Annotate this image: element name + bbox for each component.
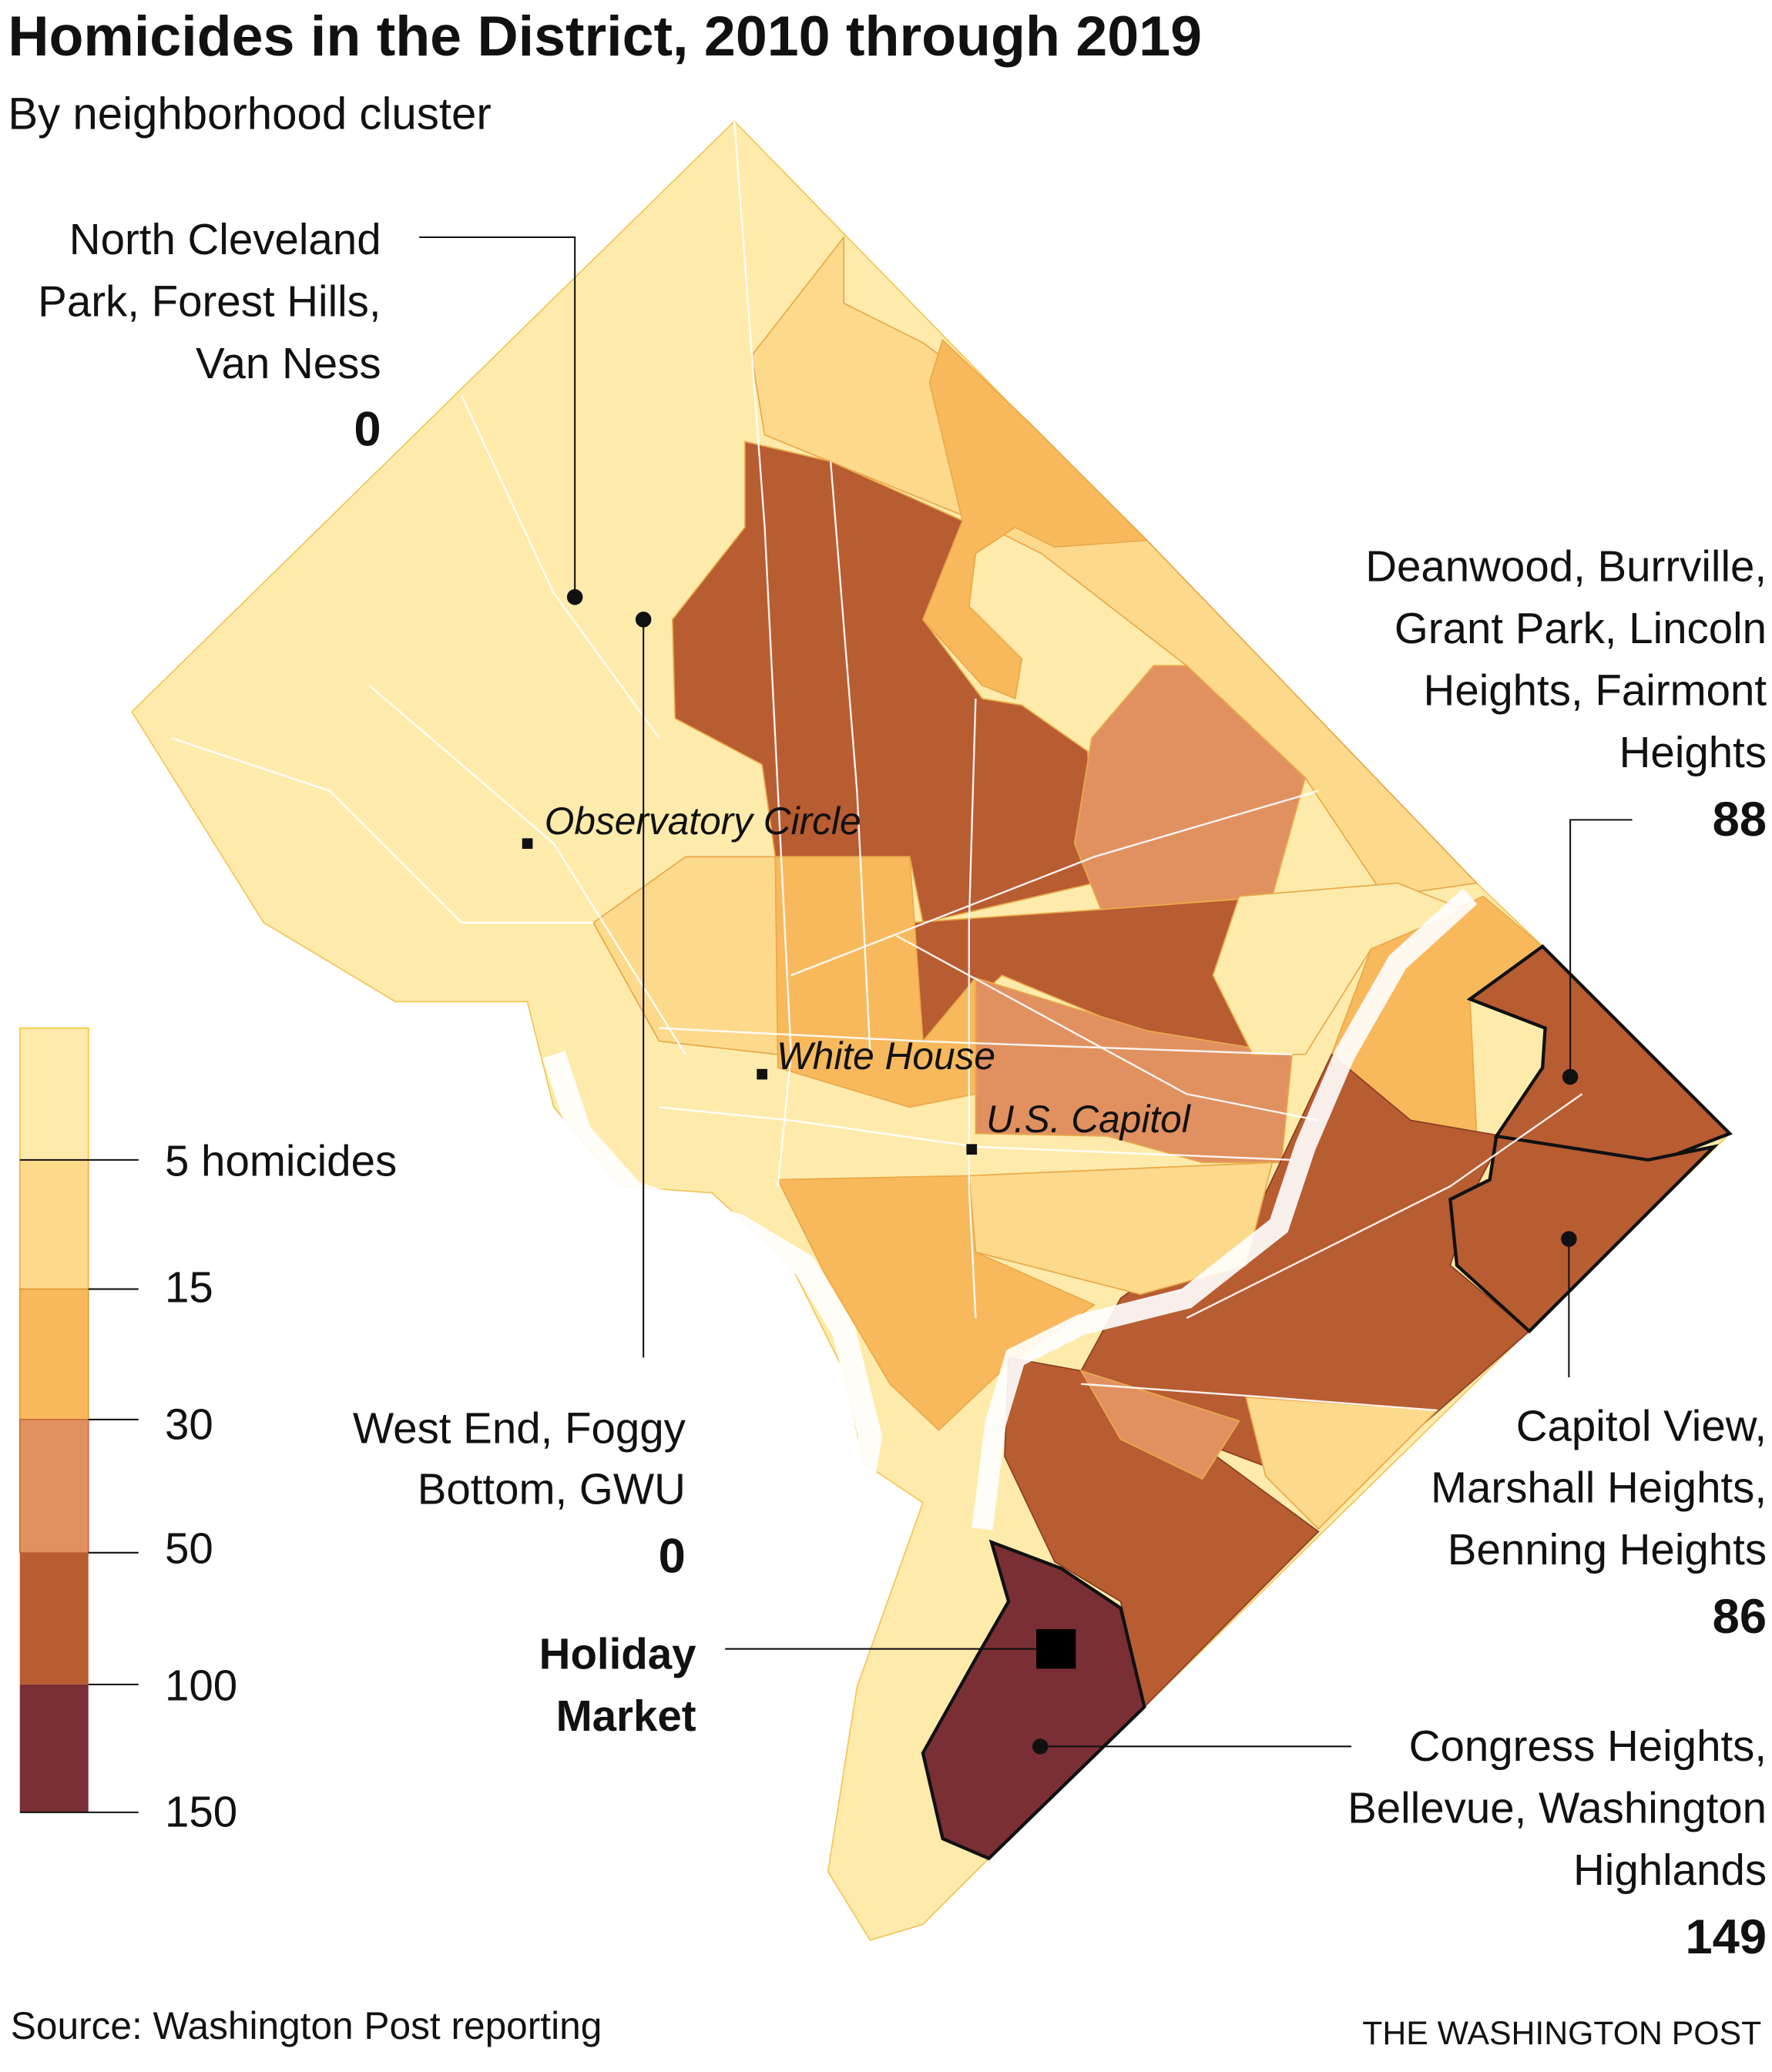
callout-line: Market xyxy=(556,1691,696,1740)
landmark-marker-icon xyxy=(757,1068,767,1080)
landmark-observatory-circle: Observatory Circle xyxy=(545,800,861,843)
callout-line: Capitol View, xyxy=(1516,1401,1767,1450)
publisher-credit: THE WASHINGTON POST xyxy=(1362,2015,1761,2052)
callout-value: 0 xyxy=(659,1529,686,1583)
callout-north-cleveland: North Cleveland Park, Forest Hills, Van … xyxy=(38,215,381,456)
potomac-river xyxy=(542,1051,883,1479)
callout-leader xyxy=(419,236,576,598)
callout-line: Bottom, GWU xyxy=(418,1464,686,1513)
legend-label: 30 xyxy=(165,1400,213,1449)
callouts: North Cleveland Park, Forest Hills, Van … xyxy=(38,215,1767,1964)
legend-swatch-30-50 xyxy=(18,1419,89,1554)
callout-capitol-view: Capitol View, Marshall Heights, Benning … xyxy=(1431,1401,1767,1644)
legend: 5 homicides 15 30 50 100 150 xyxy=(18,1027,397,1836)
landmark-marker-icon xyxy=(966,1144,978,1155)
callout-line: Marshall Heights, xyxy=(1431,1463,1767,1512)
legend-swatch-15-30 xyxy=(18,1288,89,1420)
callout-line: Grant Park, Lincoln xyxy=(1394,604,1767,652)
landmark-white-house: White House xyxy=(777,1034,995,1078)
region-capitol-view xyxy=(1448,1134,1720,1334)
callout-west-end: West End, Foggy Bottom, GWU 0 xyxy=(353,1404,686,1584)
road xyxy=(368,684,686,1055)
anacostia-river xyxy=(972,888,1478,1531)
callout-line: Van Ness xyxy=(196,339,381,387)
page-title: Homicides in the District, 2010 through … xyxy=(8,4,1202,68)
callout-value: 88 xyxy=(1713,793,1767,847)
callout-line: Congress Heights, xyxy=(1409,1722,1767,1770)
callout-holiday-market: Holiday Market xyxy=(539,1629,697,1739)
road xyxy=(460,394,660,739)
region-central-orange xyxy=(774,856,977,1108)
region-congress-heights xyxy=(921,1539,1146,1861)
callout-line: Bellevue, Washington xyxy=(1347,1784,1767,1832)
road xyxy=(659,1027,1293,1056)
legend-swatch-0-5 xyxy=(18,1027,89,1161)
landmarks: Observatory Circle White House U.S. Capi… xyxy=(522,800,1192,1155)
source-note: Source: Washington Post reporting xyxy=(11,2004,602,2047)
dc-map xyxy=(131,120,1733,1941)
callout-line: Heights xyxy=(1619,728,1767,776)
callout-line: Highlands xyxy=(1573,1846,1767,1894)
callout-line: Heights, Fairmont xyxy=(1424,666,1767,714)
legend-label: 5 homicides xyxy=(165,1136,397,1185)
callout-line: Deanwood, Burrville, xyxy=(1365,542,1767,591)
road xyxy=(790,790,1319,977)
callout-deanwood: Deanwood, Burrville, Grant Park, Lincoln… xyxy=(1365,542,1767,847)
road xyxy=(1186,1093,1583,1319)
region-se-salmon xyxy=(1079,1370,1240,1480)
legend-label: 100 xyxy=(165,1661,237,1709)
region-east-light xyxy=(1212,882,1465,1055)
road xyxy=(829,461,871,1055)
region-capitol-salmon xyxy=(975,977,1293,1164)
region-deanwood xyxy=(1466,944,1733,1165)
callout-congress-heights: Congress Heights, Bellevue, Washington H… xyxy=(1347,1722,1767,1964)
callout-line: West End, Foggy xyxy=(353,1404,686,1453)
road xyxy=(896,934,1319,1121)
legend-label: 15 xyxy=(165,1263,213,1312)
legend-label: 50 xyxy=(165,1524,213,1572)
legend-label: 150 xyxy=(165,1788,237,1836)
callout-line: Holiday xyxy=(539,1629,697,1678)
callout-value: 0 xyxy=(354,402,381,456)
callout-line: Benning Heights xyxy=(1448,1525,1767,1574)
road xyxy=(968,698,977,1319)
callout-line: Park, Forest Hills, xyxy=(38,277,381,326)
landmark-marker-icon xyxy=(522,838,533,850)
callout-value: 149 xyxy=(1685,1910,1767,1964)
callout-value: 86 xyxy=(1713,1590,1767,1644)
legend-swatch-50-100 xyxy=(19,1552,89,1685)
holiday-market-marker-icon xyxy=(1036,1629,1076,1669)
landmark-us-capitol: U.S. Capitol xyxy=(986,1098,1192,1141)
road xyxy=(171,737,594,924)
road xyxy=(1081,1383,1438,1412)
subtitle: By neighborhood cluster xyxy=(8,89,491,139)
callout-line: North Cleveland xyxy=(69,215,381,263)
road xyxy=(659,1106,1293,1162)
legend-swatch-100-150 xyxy=(19,1684,89,1812)
legend-swatch-5-15 xyxy=(18,1158,89,1290)
callout-leader xyxy=(1569,819,1633,1078)
